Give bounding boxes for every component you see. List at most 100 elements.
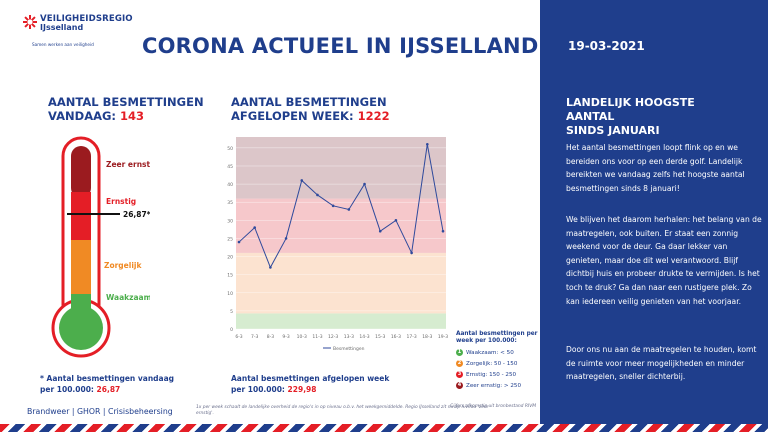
veiligheidsregio-logo-icon xyxy=(23,15,37,29)
sidebar-heading: LANDELIJK HOOGSTE AANTAL SINDS JANUARI xyxy=(566,96,746,138)
page-title: CORONA ACTUEEL IN IJSSELLAND xyxy=(142,34,539,58)
data-point xyxy=(237,240,241,244)
x-tick-label: 16-3 xyxy=(391,334,401,340)
thermometer-band-zeer-ernstig xyxy=(71,146,91,198)
legend-item-label: Zorgelijk: 50 - 150 xyxy=(466,360,518,367)
x-tick-label: 14-3 xyxy=(359,334,369,340)
data-point xyxy=(331,204,335,208)
footer-organisations: Brandweer | GHOR | Crisisbeheersing xyxy=(27,407,173,416)
data-point xyxy=(300,179,304,182)
legend-title-line2: week per 100.000: xyxy=(456,338,517,344)
legend-item: 3 Ernstig: 150 - 250 xyxy=(456,369,538,380)
x-tick-label: 17-3 xyxy=(407,334,417,340)
sidebar-paragraph-3: Door ons nu aan de maatregelen te houden… xyxy=(566,345,757,382)
legend-item-label: Waakzaam: < 50 xyxy=(466,349,514,356)
week-note-line2: per 100.000: xyxy=(231,385,288,394)
week-heading-line2: AFGELOPEN WEEK: xyxy=(231,109,358,123)
data-point xyxy=(253,226,256,229)
data-point xyxy=(441,229,445,233)
info-sidebar xyxy=(540,0,768,432)
thermometer-band-zorgelijk xyxy=(71,240,91,294)
footer-source: Cijfers afkomstig uit bronbestand RIVM xyxy=(450,404,536,409)
data-point xyxy=(269,266,272,269)
chart-risk-band xyxy=(236,252,446,314)
y-tick-label: 10 xyxy=(227,291,233,297)
y-tick-label: 5 xyxy=(230,309,233,315)
today-note-line1: * Aantal besmettingen vandaag xyxy=(40,374,175,383)
x-tick-label: 9-3 xyxy=(282,334,289,340)
data-point xyxy=(394,219,398,222)
y-tick-label: 45 xyxy=(227,164,233,170)
x-tick-label: 7-3 xyxy=(251,334,258,340)
thermometer-marker-value: 26,87* xyxy=(123,210,150,219)
org-slogan: Samen werken aan veiligheid xyxy=(32,42,94,47)
today-note-line2: per 100.000: xyxy=(40,385,97,394)
sidebar-paragraph-1: Het aantal besmettingen loopt flink op e… xyxy=(566,143,745,193)
legend-item: 1 Waakzaam: < 50 xyxy=(456,347,538,358)
legend-item-label: Ernstig: 150 - 250 xyxy=(466,371,517,378)
data-point xyxy=(410,251,413,255)
week-heading: AANTAL BESMETTINGEN AFGELOPEN WEEK: 1222 xyxy=(231,95,390,123)
level-label-ernstig: Ernstig xyxy=(106,197,136,206)
legend-item-label: Zeer ernstig: > 250 xyxy=(466,382,521,389)
legend-item: 2 Zorgelijk: 50 - 150 xyxy=(456,358,538,369)
weekly-infections-chart: 0 5 10 15 20 25 30 35 40 45 50 6-3 7-3 8-3 9-3 10-3 11-3… xyxy=(227,137,448,352)
today-heading-line1: AANTAL BESMETTINGEN xyxy=(48,95,204,109)
legend-level-badge: 1 xyxy=(456,349,463,356)
y-tick-label: 30 xyxy=(227,218,233,224)
risk-level-legend: Aantal besmettingen per week per 100.000… xyxy=(456,331,538,391)
chart-risk-band xyxy=(236,198,446,253)
x-tick-label: 6-3 xyxy=(235,334,242,340)
x-tick-label: 8-3 xyxy=(267,334,274,340)
x-tick-label: 13-3 xyxy=(344,334,354,340)
week-per-100k-value: 229,98 xyxy=(287,385,317,394)
legend-level-badge: 3 xyxy=(456,371,463,378)
data-point xyxy=(363,182,366,186)
y-tick-label: 15 xyxy=(227,273,233,279)
legend-level-badge: 2 xyxy=(456,360,463,367)
y-tick-label: 25 xyxy=(227,236,233,242)
x-tick-label: 18-3 xyxy=(422,334,432,340)
level-label-waakzaam: Waakzaam xyxy=(106,293,150,302)
today-heading-line2: VANDAAG: xyxy=(48,109,121,123)
week-per-100k-note: Aantal besmettingen afgelopen week per 1… xyxy=(231,373,389,395)
week-note-line1: Aantal besmettingen afgelopen week xyxy=(231,374,390,383)
today-count: 143 xyxy=(120,109,145,123)
footer-region-note: 1x per week schaalt de landelijke overhe… xyxy=(196,405,489,416)
y-tick-label: 40 xyxy=(227,182,233,188)
week-heading-line1: AANTAL BESMETTINGEN xyxy=(231,95,387,109)
data-point xyxy=(316,193,319,197)
x-tick-label: 12-3 xyxy=(328,334,338,340)
data-point xyxy=(284,237,288,240)
thermometer-gauge: Zeer ernstig Ernstig 26,87* Zorgelijk Wa… xyxy=(51,136,150,358)
legend-series-label: Besmettingen xyxy=(333,346,365,352)
x-tick-label: 19-3 xyxy=(438,334,448,340)
level-label-zeer-ernstig: Zeer ernstig xyxy=(106,160,150,169)
legend-title: Aantal besmettingen per week per 100.000… xyxy=(456,331,538,345)
airmail-stripe-border xyxy=(0,424,768,432)
thermometer-band-ernstig xyxy=(71,192,91,240)
x-tick-label: 15-3 xyxy=(375,334,385,340)
data-point xyxy=(347,208,351,211)
y-tick-label: 20 xyxy=(227,255,233,261)
week-count: 1222 xyxy=(357,109,390,123)
sidebar-heading-line2: SINDS JANUARI xyxy=(566,124,660,137)
legend-title-line1: Aantal besmettingen per xyxy=(456,331,538,337)
today-per-100k-note: * Aantal besmettingen vandaag per 100.00… xyxy=(40,373,174,395)
y-tick-label: 0 xyxy=(230,327,233,333)
thermometer-bulb xyxy=(59,306,103,350)
x-tick-label: 11-3 xyxy=(312,334,322,340)
today-per-100k-value: 26,87 xyxy=(96,385,121,394)
today-heading: AANTAL BESMETTINGEN VANDAAG: 143 xyxy=(48,95,204,123)
region-name: IJsselland xyxy=(40,23,84,32)
legend-level-badge: 4 xyxy=(456,382,463,389)
chart-risk-band xyxy=(236,137,446,199)
x-tick-label: 10-3 xyxy=(297,334,307,340)
chart-risk-band xyxy=(236,313,446,329)
data-point xyxy=(426,142,429,146)
sidebar-paragraph-2: We blijven het daarom herhalen: het bela… xyxy=(566,215,762,306)
sidebar-heading-line1: LANDELIJK HOOGSTE AANTAL xyxy=(566,96,695,123)
data-point xyxy=(378,229,382,233)
y-tick-label: 35 xyxy=(227,200,233,206)
y-tick-label: 50 xyxy=(227,146,233,152)
